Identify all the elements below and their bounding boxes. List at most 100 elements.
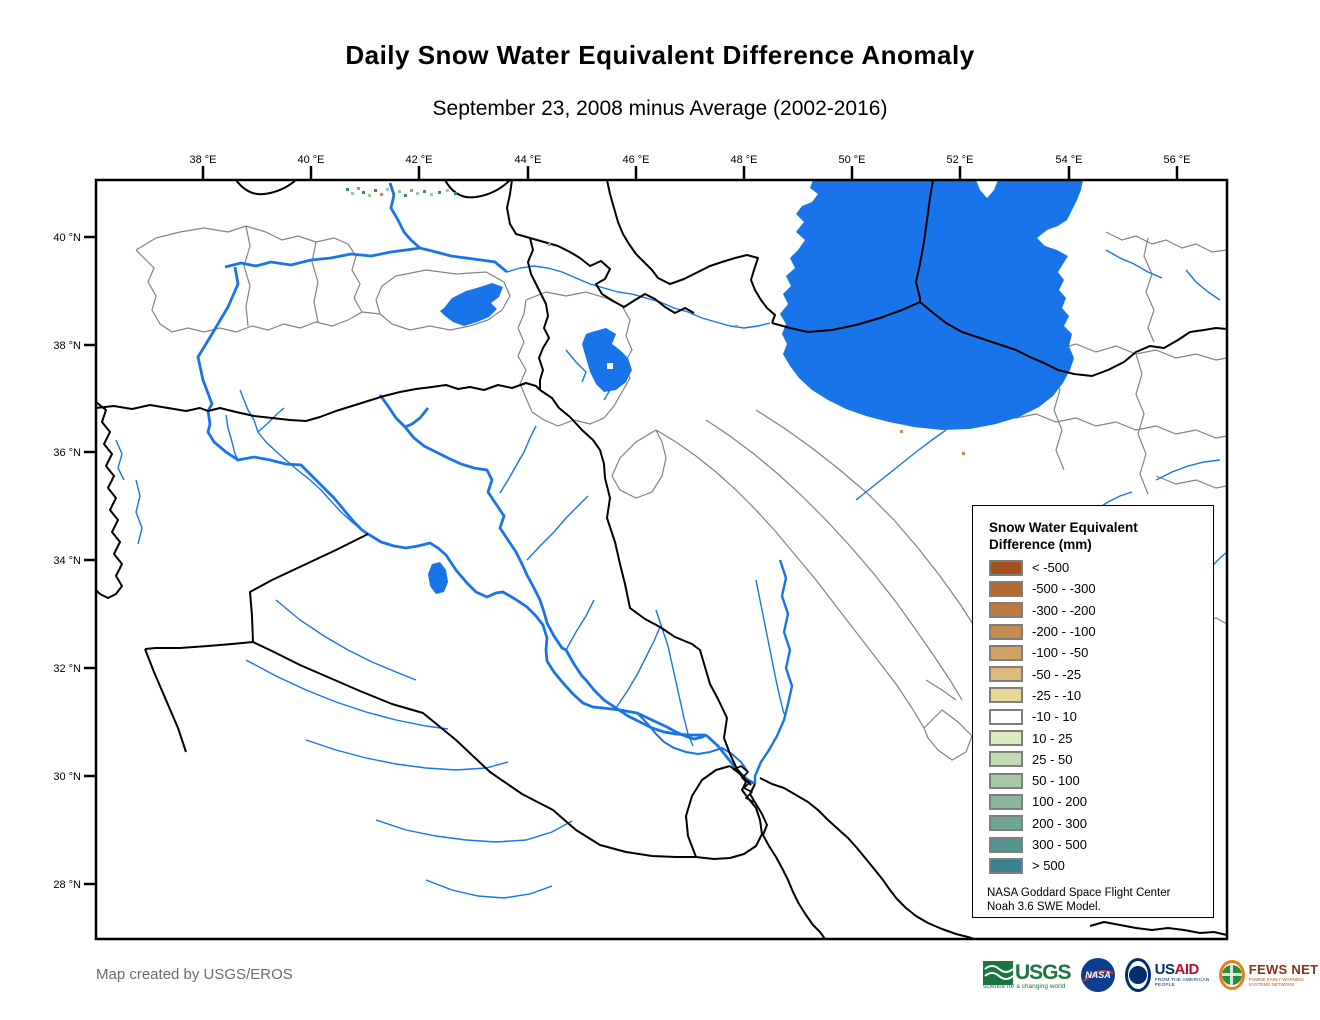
usaid-tagline: FROM THE AMERICAN PEOPLE xyxy=(1154,977,1210,988)
map-credit: Map created by USGS/EROS xyxy=(96,966,293,983)
lon-tick-label: 50 °E xyxy=(838,154,865,166)
legend-swatch xyxy=(989,687,1023,704)
legend-title: Snow Water Equivalent Difference (mm) xyxy=(989,519,1213,553)
legend-row: 25 - 50 xyxy=(989,749,1213,770)
coast-black-sea-dip-2 xyxy=(444,179,511,199)
lake-van xyxy=(440,283,503,326)
legend-row: < -500 xyxy=(989,557,1213,578)
coast-gulf-east xyxy=(759,777,975,940)
legend-swatch xyxy=(989,623,1023,640)
map-subtitle: September 23, 2008 minus Average (2002-2… xyxy=(432,97,888,120)
swe-anomaly-pixels xyxy=(346,187,965,455)
lake-urmia xyxy=(582,328,632,392)
legend-source-line1: NASA Goddard Space Flight Center xyxy=(987,887,1171,900)
lon-tick-label: 40 °E xyxy=(297,154,324,166)
legend-swatch xyxy=(989,644,1023,661)
legend-row: 50 - 100 xyxy=(989,770,1213,791)
legend-swatch xyxy=(989,857,1023,874)
lake-tharthar xyxy=(428,562,448,594)
legend-label: -300 - -200 xyxy=(1032,602,1096,618)
legend: Snow Water Equivalent Difference (mm) < … xyxy=(972,505,1214,918)
water-bodies xyxy=(428,180,1083,594)
usaid-wordmark-us: US xyxy=(1154,960,1175,978)
legend-title-line1: Snow Water Equivalent xyxy=(989,520,1138,535)
graticule: 38 °E 40 °E 42 °E 44 °E 46 °E 48 °E 50 °E 52 °E… xyxy=(53,154,1190,891)
caspian-boundary-lines xyxy=(771,179,1228,377)
usaid-seal-icon xyxy=(1124,958,1151,992)
legend-swatch xyxy=(989,751,1023,768)
caspian-sea xyxy=(780,180,1083,430)
lon-tick-label: 56 °E xyxy=(1163,154,1190,166)
river-tigris xyxy=(378,394,706,737)
lon-tick-label: 38 °E xyxy=(189,154,216,166)
usgs-wave-icon xyxy=(983,960,1013,985)
lat-tick-label: 34 °N xyxy=(53,555,81,567)
nasa-logo: NASA xyxy=(1080,957,1116,993)
legend-label: -25 - -10 xyxy=(1032,687,1082,703)
legend-label: 50 - 100 xyxy=(1032,773,1080,789)
border-levant xyxy=(95,401,123,599)
legend-label: 100 - 200 xyxy=(1032,794,1087,810)
lon-tick-label: 46 °E xyxy=(622,154,649,166)
legend-row: -100 - -50 xyxy=(989,642,1213,663)
lon-tick-label: 44 °E xyxy=(514,154,541,166)
legend-swatch xyxy=(989,580,1023,597)
border-syria-iraq-saudi xyxy=(144,533,696,858)
legend-swatch xyxy=(989,815,1023,832)
legend-label: 200 - 300 xyxy=(1032,815,1087,831)
usgs-wordmark: USGS xyxy=(1015,960,1072,984)
legend-row: 100 - 200 xyxy=(989,791,1213,812)
coast-black-sea-dip-1 xyxy=(235,179,297,196)
legend-label: 300 - 500 xyxy=(1032,837,1087,852)
river-euphrates xyxy=(196,266,707,741)
legend-label: -10 - 10 xyxy=(1032,709,1077,725)
legend-rows: < -500 -500 - -300 -300 - -200 -200 - -100 -… xyxy=(989,557,1213,876)
legend-row: -25 - -10 xyxy=(989,685,1213,706)
fewsnet-globe-icon xyxy=(1218,960,1245,990)
lon-tick-label: 54 °E xyxy=(1055,154,1082,166)
border-turkey-iran xyxy=(527,237,550,390)
legend-swatch xyxy=(989,559,1023,576)
watershed-zagros xyxy=(611,409,993,729)
watershed-gulf xyxy=(923,679,973,761)
coast-bottom-right xyxy=(1089,921,1228,936)
urmia-islet xyxy=(607,363,613,369)
border-iraq-iran xyxy=(539,389,752,786)
rivers-major xyxy=(196,182,794,786)
border-kuwait xyxy=(685,765,763,860)
shatt-delta-detail xyxy=(732,765,755,803)
legend-source: NASA Goddard Space Flight Center Noah 3.… xyxy=(987,886,1213,914)
fewsnet-wordmark: FEWS NET xyxy=(1248,962,1319,977)
lat-tick-label: 30 °N xyxy=(53,771,81,783)
borders xyxy=(95,179,1228,940)
usgs-tagline: science for a changing world xyxy=(983,982,1066,990)
watershed-ne-iran xyxy=(995,231,1228,625)
legend-row: 200 - 300 xyxy=(989,813,1213,834)
legend-row: -200 - -100 xyxy=(989,621,1213,642)
legend-label: < -500 xyxy=(1032,560,1070,576)
map-area: 38 °E 40 °E 42 °E 44 °E 46 °E 48 °E 50 °E 52 °E… xyxy=(40,150,1280,960)
legend-row: -500 - -300 xyxy=(989,578,1213,599)
usaid-logo: USAID FROM THE AMERICAN PEOPLE xyxy=(1124,958,1210,992)
legend-label: 10 - 25 xyxy=(1032,730,1073,746)
usaid-wordmark: USAID xyxy=(1155,962,1210,977)
legend-label: > 500 xyxy=(1032,858,1065,874)
map-svg: 38 °E 40 °E 42 °E 44 °E 46 °E 48 °E 50 °E 52 °E… xyxy=(53,154,1229,941)
fewsnet-logo: FEWS NET FAMINE EARLY WARNING SYSTEMS NE… xyxy=(1218,960,1320,990)
logo-strip: USGS science for a changing world NASA U… xyxy=(983,952,1320,998)
legend-swatch xyxy=(989,708,1023,725)
legend-row: -50 - -25 xyxy=(989,663,1213,684)
legend-swatch xyxy=(989,730,1023,747)
legend-label: 25 - 50 xyxy=(1032,751,1073,767)
lon-tick-label: 52 °E xyxy=(946,154,973,166)
coast-gulf-west xyxy=(749,783,826,940)
fewsnet-tagline: FAMINE EARLY WARNING SYSTEMS NETWORK xyxy=(1248,977,1304,987)
lat-tick-label: 38 °N xyxy=(53,340,81,352)
legend-source-line2: Noah 3.6 SWE Model. xyxy=(987,901,1101,914)
legend-swatch xyxy=(989,836,1023,853)
legend-row: 10 - 25 xyxy=(989,727,1213,748)
legend-swatch xyxy=(989,772,1023,789)
lat-tick-label: 40 °N xyxy=(53,232,81,244)
legend-label: -200 - -100 xyxy=(1032,624,1096,640)
border-turkey-syria xyxy=(95,382,541,422)
